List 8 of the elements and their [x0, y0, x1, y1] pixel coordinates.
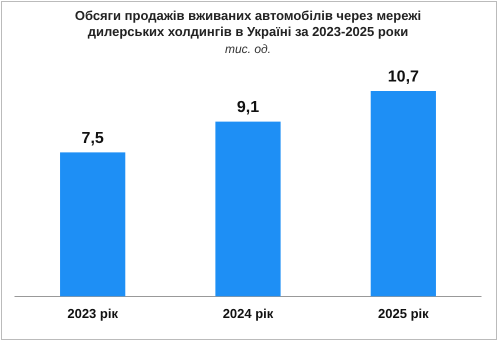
x-tick-label: 2025 рік [378, 306, 430, 321]
chart-subtitle: тис. од. [224, 42, 272, 56]
data-label: 7,5 [82, 130, 104, 147]
chart-title: Обсяги продажів вживаних автомобілів через мережі дилерських холдингів в Україні за 2023-2025 роки [74, 8, 422, 40]
data-label: 9,1 [236, 99, 260, 116]
x-tick-label: 2023 рік [67, 306, 118, 321]
data-label: 10,7 [388, 68, 420, 86]
x-tick-label: 2024 рік [222, 306, 274, 321]
